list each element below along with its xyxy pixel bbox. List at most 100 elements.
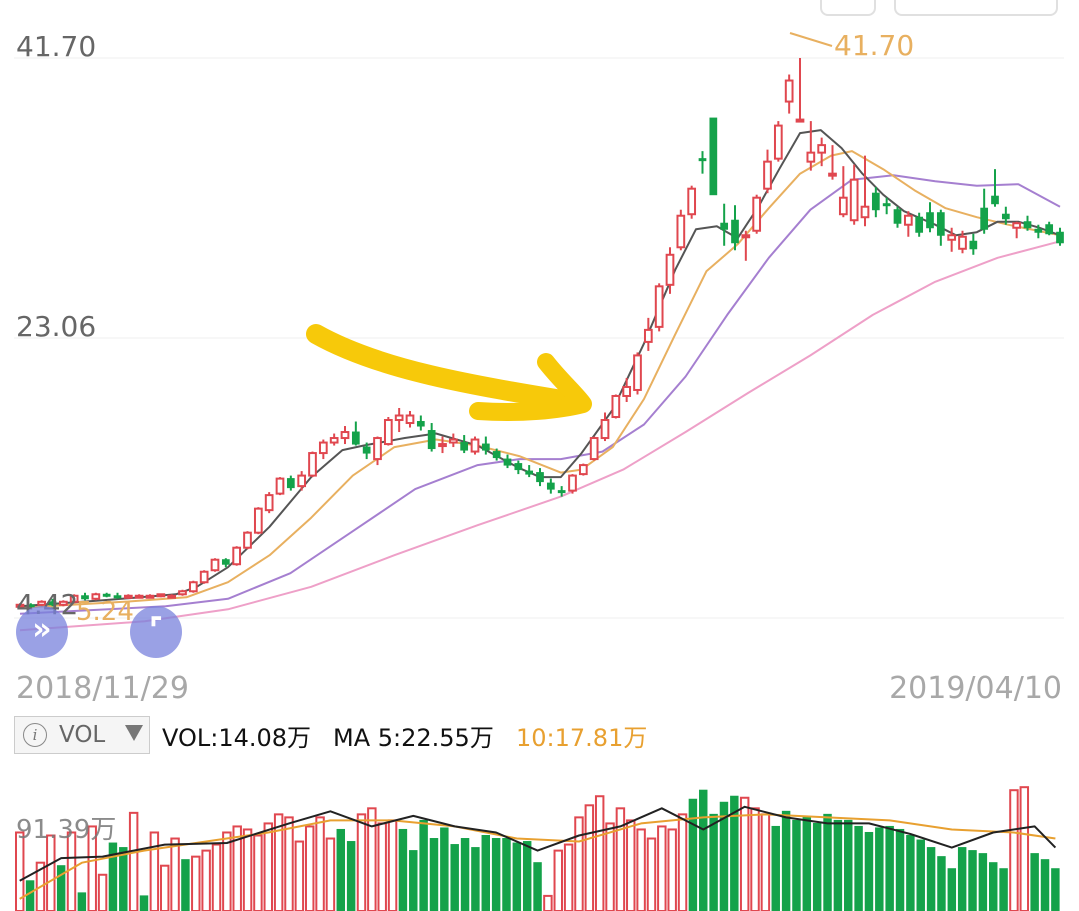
grid-lines (14, 57, 1064, 619)
candle-body (741, 234, 751, 239)
restore-button[interactable] (820, 0, 876, 16)
candle (525, 465, 534, 478)
volume-bar (253, 834, 263, 911)
candle-body (286, 478, 295, 489)
candle (578, 463, 588, 476)
candle-body (113, 595, 122, 599)
candle (828, 145, 837, 180)
candle (492, 448, 501, 461)
candle (1001, 206, 1010, 225)
candle-body (568, 474, 577, 492)
volume-bar (1030, 853, 1039, 911)
volume-bar (719, 801, 729, 911)
candle (622, 377, 632, 402)
volume-bar (688, 798, 698, 911)
candle (1034, 224, 1043, 239)
candle (806, 121, 816, 171)
candle (383, 417, 393, 446)
candle (654, 283, 664, 332)
candle-body (915, 216, 924, 233)
volume-bar (429, 838, 439, 911)
volume-bar (1009, 789, 1019, 911)
volume-bar (626, 819, 636, 911)
candle (633, 352, 642, 395)
candle-body (860, 205, 870, 219)
low-value-label: 5.24 (76, 597, 134, 627)
candle (849, 164, 859, 225)
volume-bar (844, 819, 853, 911)
candle-body (243, 531, 252, 549)
candle (926, 202, 934, 233)
candle-body (318, 441, 328, 455)
volume-bar (471, 847, 480, 911)
volume-bar (304, 825, 315, 911)
candle-body (763, 160, 772, 190)
candle-body (947, 234, 957, 241)
candle (199, 570, 209, 584)
candle (514, 460, 523, 475)
volume-bar (25, 880, 35, 911)
candle (763, 149, 772, 194)
candle-body (838, 196, 848, 216)
candle (643, 317, 653, 351)
candle-body (1001, 213, 1010, 220)
candle-body (536, 472, 544, 483)
vol-axis-label: 91.39万 (16, 815, 116, 845)
volume-bar (812, 822, 822, 911)
fullscreen-button[interactable]: ⌜ (130, 606, 182, 658)
candle-body (546, 482, 555, 490)
volume-bar (56, 865, 66, 911)
collapse-button[interactable]: » (16, 606, 68, 658)
candle-body (58, 600, 68, 606)
volume-bar (854, 825, 863, 911)
candle-body (926, 212, 934, 229)
volume-bar (263, 822, 274, 911)
candle (536, 468, 544, 487)
volume-bar (594, 795, 605, 911)
indicator-select[interactable]: i VOL (14, 716, 150, 754)
candle-body (731, 219, 739, 244)
candle-body (936, 212, 945, 236)
candle (589, 436, 599, 461)
candle-body (167, 594, 177, 599)
candle-body (253, 507, 263, 534)
volume-bar (315, 816, 325, 911)
candle (546, 478, 555, 494)
candle-body (145, 594, 155, 599)
volume-bar (667, 828, 677, 911)
candle-body (633, 354, 642, 391)
candle-body (448, 438, 458, 444)
volume-bar (709, 813, 718, 911)
candle (817, 137, 827, 167)
volume-bar (222, 831, 232, 911)
info-icon: i (23, 723, 47, 747)
candle-body (1034, 228, 1043, 233)
candle-body (665, 253, 675, 286)
candle (611, 394, 621, 419)
candle (460, 435, 469, 454)
candle (1045, 221, 1054, 236)
end-date-label: 2019/04/10 (889, 671, 1062, 706)
candle-body (427, 430, 436, 450)
candle-body (849, 178, 859, 222)
candle (156, 593, 166, 598)
candle-body (773, 124, 783, 160)
candle (665, 247, 675, 294)
candle (709, 117, 718, 196)
candle-body (373, 437, 382, 461)
price-axis-mid: 23.06 (16, 310, 96, 343)
candle (394, 408, 404, 433)
candle (134, 594, 144, 599)
ma10-line (19, 150, 1061, 609)
candle-body (709, 117, 718, 196)
volume-bar (895, 828, 905, 911)
volume-bar (864, 831, 874, 911)
candle (969, 233, 978, 255)
volume-bar (999, 868, 1008, 911)
candle (470, 436, 480, 455)
candle (600, 412, 610, 442)
view-toggle-button[interactable] (894, 0, 1058, 16)
volume-bar (481, 835, 490, 911)
candle-body (1023, 221, 1032, 229)
candle-body (188, 581, 198, 593)
